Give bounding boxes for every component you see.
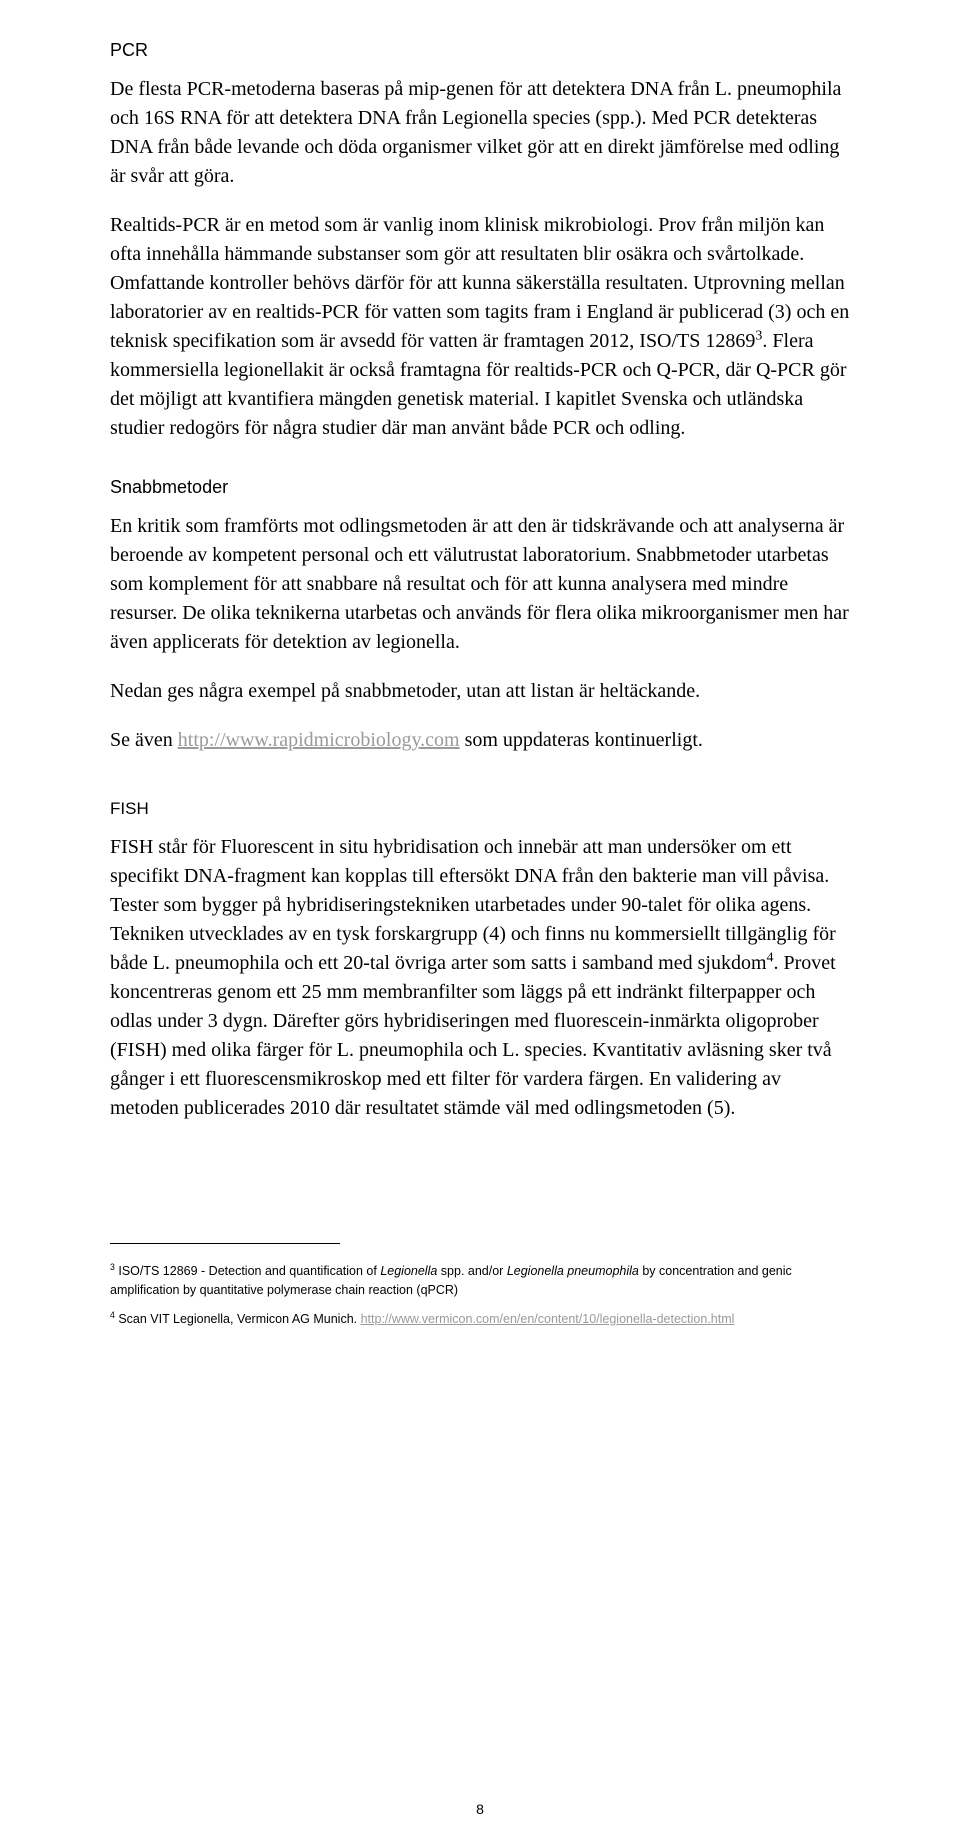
paragraph-text: som uppdateras kontinuerligt. [460,729,703,751]
paragraph: Nedan ges några exempel på snabbmetoder,… [110,677,850,706]
footnote-italic: Legionella pneumophila [507,1264,639,1278]
external-link[interactable]: http://www.vermicon.com/en/en/content/10… [361,1312,735,1326]
heading-fish: FISH [110,799,850,819]
document-page: PCR De flesta PCR-metoderna baseras på m… [0,0,960,1845]
paragraph-text: Realtids-PCR är en metod som är vanlig i… [110,214,849,352]
footnote: 3 ISO/TS 12869 - Detection and quantific… [110,1262,850,1300]
paragraph-text: . Provet koncentreras genom ett 25 mm me… [110,952,836,1119]
paragraph: FISH står för Fluorescent in situ hybrid… [110,833,850,1123]
footnote: 4 Scan VIT Legionella, Vermicon AG Munic… [110,1310,850,1329]
paragraph: En kritik som framförts mot odlingsmetod… [110,512,850,657]
footnote-text: ISO/TS 12869 - Detection and quantificat… [115,1264,380,1278]
page-number: 8 [0,1801,960,1817]
paragraph-text: Se även [110,729,178,751]
heading-snabbmetoder: Snabbmetoder [110,477,850,498]
footnote-text: spp. and/or [437,1264,507,1278]
superscript-ref: 4 [767,950,774,965]
heading-pcr: PCR [110,40,850,61]
paragraph: Se även http://www.rapidmicrobiology.com… [110,726,850,755]
footnote-separator [110,1243,340,1244]
paragraph: Realtids-PCR är en metod som är vanlig i… [110,211,850,443]
external-link[interactable]: http://www.rapidmicrobiology.com [178,729,460,751]
footnote-text: Scan VIT Legionella, Vermicon AG Munich. [115,1312,361,1326]
paragraph-text: FISH står för Fluorescent in situ hybrid… [110,836,836,974]
footnote-italic: Legionella [380,1264,437,1278]
paragraph: De flesta PCR-metoderna baseras på mip-g… [110,75,850,191]
